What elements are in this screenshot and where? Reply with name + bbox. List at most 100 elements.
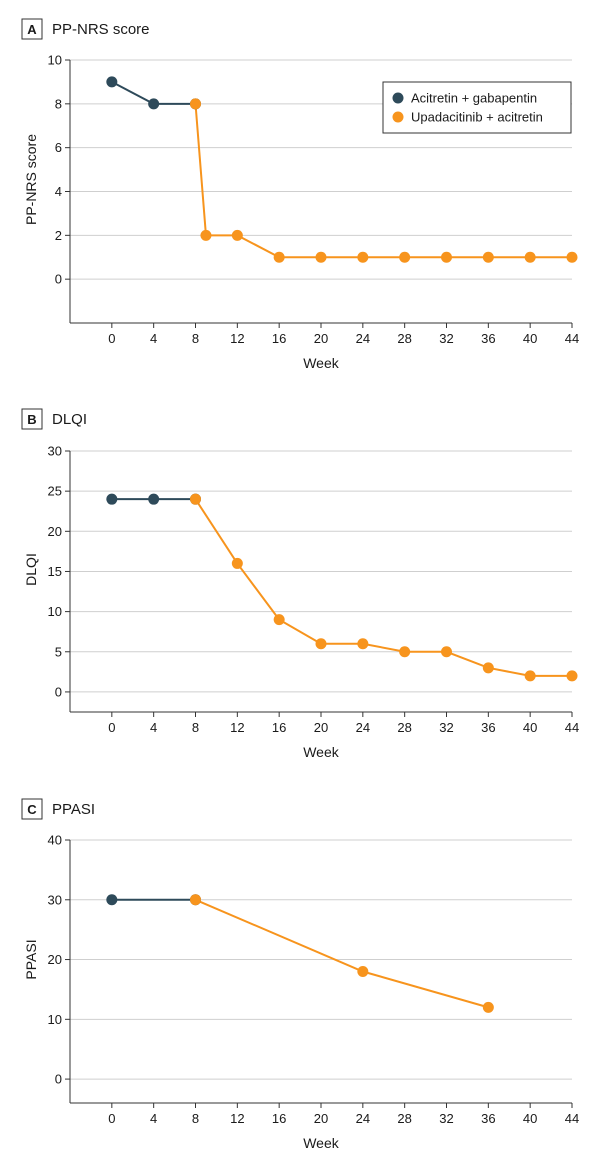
x-tick-label: 28 (397, 331, 411, 346)
y-axis-label: PPASI (23, 939, 39, 979)
series-line-upadacitinib-acitretin (194, 498, 572, 677)
x-tick-label: 12 (230, 720, 244, 735)
legend-label: Acitretin + gabapentin (411, 91, 537, 106)
data-point-upadacitinib-acitretin (441, 646, 452, 658)
data-point-upadacitinib-acitretin (399, 646, 411, 658)
data-point-upadacitinib-acitretin (231, 229, 243, 241)
x-tick-label: 44 (565, 1111, 579, 1126)
x-tick-label: 16 (272, 331, 286, 346)
x-tick-label: 8 (192, 1111, 199, 1126)
panel-letter-box (21, 18, 43, 40)
legend-marker (392, 111, 404, 123)
x-tick-label: 8 (192, 331, 199, 346)
x-tick-label: 20 (314, 1111, 328, 1126)
data-point-upadacitinib-acitretin (190, 493, 201, 505)
chart-panel-b: B DLQI 0 5 10 15 20 25 30 0 4 8 12 16 20 24 28 32 36 40 44 We… (21, 408, 579, 760)
y-tick-label: 30 (48, 444, 62, 459)
x-tick-label: 32 (439, 1111, 453, 1126)
y-tick-label: 6 (55, 140, 62, 155)
y-tick-label: 10 (48, 604, 62, 619)
y-axis-label: PP-NRS score (23, 134, 39, 225)
y-tick-label: 20 (48, 952, 62, 967)
x-axis-label: Week (303, 744, 340, 760)
data-point-upadacitinib-acitretin (273, 251, 285, 263)
x-tick-label: 8 (192, 720, 199, 735)
x-tick-label: 40 (523, 720, 537, 735)
data-point-upadacitinib-acitretin (524, 670, 536, 682)
panel-letter-box (21, 408, 43, 430)
data-point-acitretin-gabapentin (148, 493, 160, 505)
y-tick-label: 15 (48, 564, 62, 579)
data-point-upadacitinib-acitretin (482, 1001, 494, 1013)
data-point-upadacitinib-acitretin (315, 251, 327, 263)
data-point-upadacitinib-acitretin (273, 614, 285, 626)
x-tick-label: 24 (356, 331, 370, 346)
data-point-upadacitinib-acitretin (524, 251, 536, 263)
data-point-upadacitinib-acitretin (399, 251, 411, 263)
panel-title: PP-NRS score (52, 21, 150, 38)
legend-marker (392, 92, 404, 104)
x-tick-label: 12 (230, 1111, 244, 1126)
panel-letter: B (27, 412, 36, 427)
y-tick-label: 2 (55, 228, 62, 243)
x-tick-label: 28 (397, 720, 411, 735)
x-tick-label: 24 (356, 1111, 370, 1126)
x-tick-label: 36 (481, 1111, 495, 1126)
chart-panel-c: C PPASI 0 10 20 30 40 0 4 8 12 16 20 24 28 32 36 40 44 Week… (21, 798, 579, 1151)
data-point-upadacitinib-acitretin (482, 662, 494, 674)
series-line-upadacitinib-acitretin (195, 898, 489, 1009)
y-tick-label: 0 (55, 272, 62, 287)
x-tick-label: 36 (481, 331, 495, 346)
data-point-upadacitinib-acitretin (482, 251, 494, 263)
y-tick-label: 4 (55, 184, 62, 199)
x-axis-label: Week (303, 355, 340, 371)
x-tick-label: 44 (565, 331, 579, 346)
data-point-upadacitinib-acitretin (441, 251, 452, 263)
data-point-upadacitinib-acitretin (357, 966, 369, 977)
x-tick-label: 40 (523, 331, 537, 346)
x-tick-label: 0 (108, 1111, 115, 1126)
y-tick-label: 20 (48, 524, 62, 539)
x-axis-label: Week (303, 1135, 340, 1151)
data-point-acitretin-gabapentin (106, 894, 118, 906)
x-tick-label: 24 (356, 720, 370, 735)
y-tick-label: 0 (55, 1072, 62, 1087)
panel-letter: C (27, 802, 37, 817)
x-tick-label: 20 (314, 331, 328, 346)
x-tick-label: 32 (439, 331, 453, 346)
x-tick-label: 16 (272, 1111, 286, 1126)
x-tick-label: 28 (397, 1111, 411, 1126)
data-point-upadacitinib-acitretin (357, 251, 369, 263)
data-point-upadacitinib-acitretin (200, 229, 212, 241)
data-point-upadacitinib-acitretin (231, 557, 243, 569)
data-point-upadacitinib-acitretin (566, 251, 578, 263)
x-tick-label: 32 (439, 720, 453, 735)
data-point-acitretin-gabapentin (106, 76, 118, 88)
y-tick-label: 10 (48, 1012, 62, 1027)
y-tick-label: 10 (48, 53, 62, 68)
x-tick-label: 4 (150, 720, 157, 735)
x-tick-label: 44 (565, 720, 579, 735)
y-tick-label: 40 (48, 833, 62, 848)
x-tick-label: 0 (108, 720, 115, 735)
data-point-upadacitinib-acitretin (357, 638, 369, 650)
data-point-upadacitinib-acitretin (566, 670, 578, 682)
x-tick-label: 16 (272, 720, 286, 735)
x-tick-label: 4 (150, 1111, 157, 1126)
y-tick-label: 25 (48, 484, 62, 499)
y-tick-label: 5 (55, 644, 62, 659)
x-tick-label: 36 (481, 720, 495, 735)
x-tick-label: 4 (150, 331, 157, 346)
x-tick-label: 40 (523, 1111, 537, 1126)
panel-letter: A (27, 22, 37, 37)
panel-title: PPASI (52, 801, 95, 818)
panel-title: DLQI (52, 411, 87, 428)
data-point-acitretin-gabapentin (148, 98, 160, 110)
y-tick-label: 0 (55, 684, 62, 699)
data-point-upadacitinib-acitretin (190, 894, 201, 906)
x-tick-label: 12 (230, 331, 244, 346)
data-point-acitretin-gabapentin (106, 493, 118, 505)
panel-letter-box (21, 798, 43, 820)
